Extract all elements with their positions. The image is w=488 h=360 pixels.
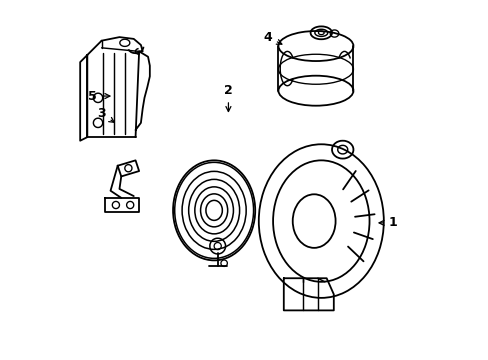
Text: 5: 5 [88,90,110,103]
Text: 1: 1 [378,216,396,229]
Text: 4: 4 [263,31,281,44]
Text: 3: 3 [97,107,114,122]
Text: 2: 2 [224,84,232,112]
